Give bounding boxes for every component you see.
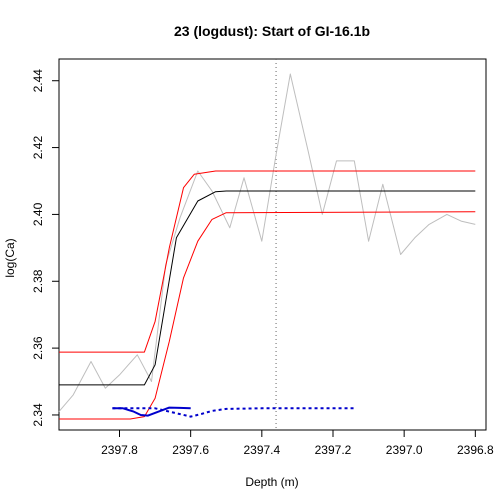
chart-title: 23 (logdust): Start of GI-16.1b xyxy=(174,23,370,39)
x-axis-label: Depth (m) xyxy=(245,475,298,489)
y-tick-label: 2.44 xyxy=(31,69,45,93)
plot-area: 2397.8 2397.6 2397.4 2397.2 2397.0 2396.8 2.34… xyxy=(31,58,494,457)
series-line-observations xyxy=(58,73,476,412)
x-tick-label: 2397.6 xyxy=(172,443,209,457)
y-tick-label: 2.42 xyxy=(31,136,45,160)
series-line-fit-median xyxy=(59,190,476,386)
x-tick-label: 2397.4 xyxy=(243,443,280,457)
y-tick-label: 2.34 xyxy=(31,403,45,427)
y-tick-label: 2.38 xyxy=(31,269,45,293)
series-line-fit-lower xyxy=(59,211,476,420)
x-tick-label: 2397.0 xyxy=(386,443,423,457)
x-tick-label: 2397.2 xyxy=(315,443,352,457)
x-tick-label: 2396.8 xyxy=(457,443,494,457)
series-line-transition-pdf-solid xyxy=(112,406,191,417)
y-tick-label: 2.40 xyxy=(31,202,45,226)
plot-frame xyxy=(58,58,487,431)
series-line-fit-upper xyxy=(59,170,476,353)
series-line-transition-pdf-dashed xyxy=(112,407,355,418)
x-tick-label: 2397.8 xyxy=(101,443,138,457)
y-axis-label: log(Ca) xyxy=(3,238,17,277)
y-tick-label: 2.36 xyxy=(31,336,45,360)
